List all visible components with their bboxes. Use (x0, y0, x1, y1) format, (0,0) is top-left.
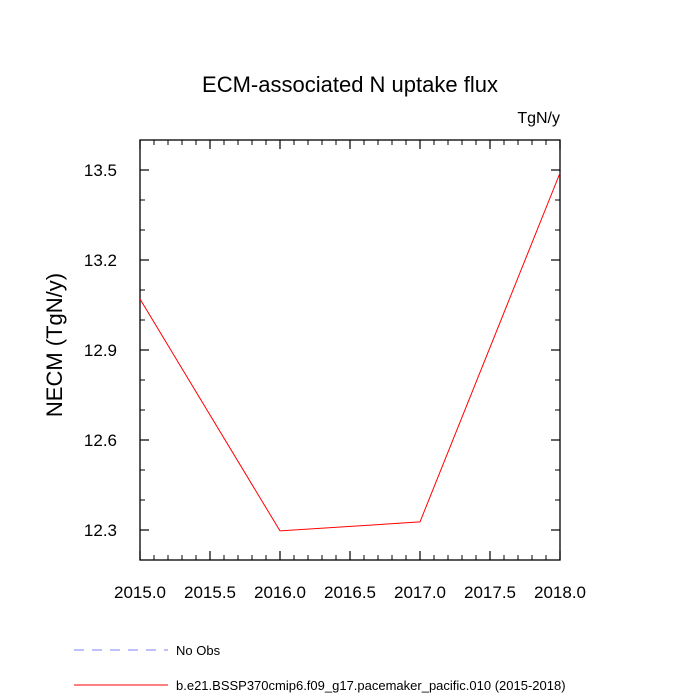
units-label: TgN/y (517, 110, 560, 127)
series-line-1 (139, 172, 561, 532)
series-lines (139, 172, 561, 532)
chart-title: ECM-associated N uptake flux (202, 72, 498, 97)
x-tick-label: 2018.0 (534, 583, 586, 602)
y-axis-label: NECM (TgN/y) (42, 273, 67, 417)
x-tick-label: 2017.0 (394, 583, 446, 602)
plot-frame (139, 139, 561, 561)
legend-label-0: No Obs (176, 643, 221, 658)
legend-label-1: b.e21.BSSP370cmip6.f09_g17.pacemaker_pac… (176, 678, 566, 693)
y-tick-label: 13.2 (84, 251, 117, 270)
y-tick-label: 12.3 (84, 521, 117, 540)
axis-ticks: 2015.0 2015.5 2016.0 2016.5 2017.0 2017.5 2018… (84, 140, 586, 602)
x-tick-label: 2015.5 (184, 583, 236, 602)
legend: No Obs b.e21.BSSP370cmip6.f09_g17.pacemak… (74, 643, 566, 693)
x-tick-label: 2015.0 (114, 583, 166, 602)
x-tick-label: 2016.0 (254, 583, 306, 602)
x-tick-label: 2017.5 (464, 583, 516, 602)
y-tick-label: 12.6 (84, 431, 117, 450)
y-tick-label: 13.5 (84, 161, 117, 180)
x-tick-label: 2016.5 (324, 583, 376, 602)
y-tick-label: 12.9 (84, 341, 117, 360)
